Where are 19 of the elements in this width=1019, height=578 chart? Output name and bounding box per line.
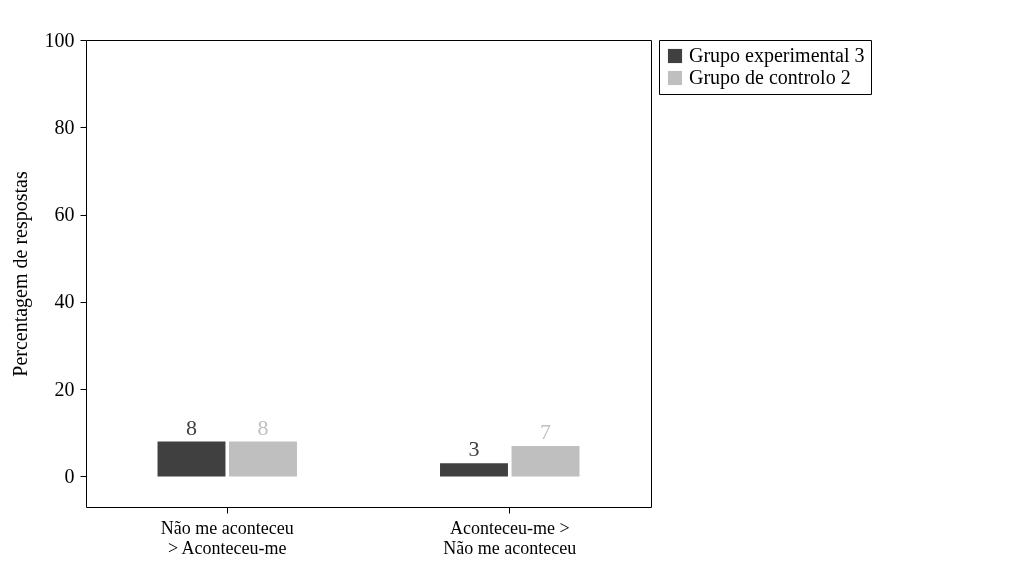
legend-label: Grupo experimental 3 [689, 44, 865, 67]
data-label: 8 [185, 414, 197, 440]
y-axis-title: Percentagem de respostas [8, 171, 32, 377]
y-tick-label: 60 [54, 203, 75, 226]
data-label: 7 [540, 418, 552, 444]
bar [511, 445, 580, 477]
y-tick-label: 20 [54, 377, 75, 400]
legend-label: Grupo de controlo 2 [689, 66, 851, 89]
bar [157, 441, 226, 477]
y-tick-label: 40 [54, 290, 75, 313]
x-tick-label: Não me aconteceu > Aconteceu-me [160, 517, 294, 558]
data-label: 8 [257, 414, 269, 440]
x-tick-label: Aconteceu-me > Não me aconteceu [443, 517, 577, 558]
data-label: 3 [468, 436, 480, 462]
y-tick-label: 80 [54, 115, 75, 138]
y-tick-label: 0 [64, 464, 75, 487]
bar [229, 441, 297, 477]
bar [440, 463, 508, 477]
y-tick-label: 100 [44, 28, 75, 51]
